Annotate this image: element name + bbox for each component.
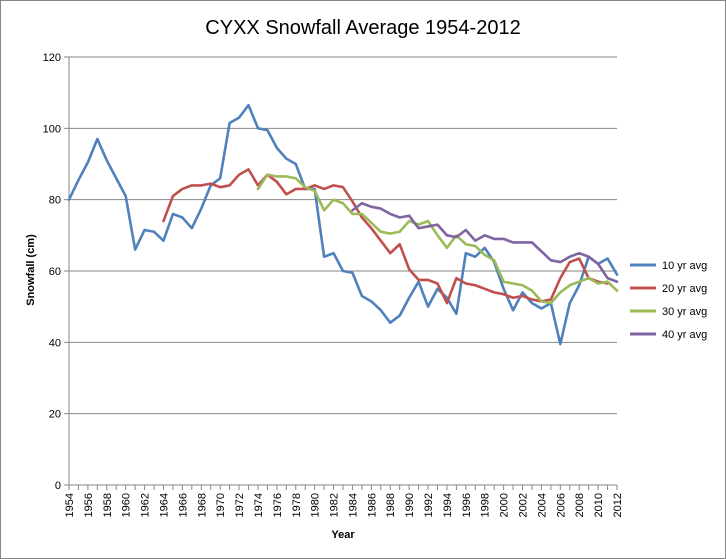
- x-tick-label: 1992: [423, 493, 435, 517]
- series-line-20-yr-avg: [162, 168, 609, 305]
- y-tick-label: 100: [43, 123, 61, 135]
- x-tick-label: 1956: [83, 493, 95, 517]
- x-tick-label: 2010: [593, 493, 605, 517]
- x-tick-label: 1964: [158, 493, 170, 517]
- x-tick-label: 1996: [461, 493, 473, 517]
- y-tick-label: 60: [49, 266, 61, 278]
- x-tick-label: 1968: [196, 493, 208, 517]
- x-tick-label: 1970: [215, 493, 227, 517]
- x-tick-label: 1986: [366, 493, 378, 517]
- legend: 10 yr avg 20 yr avg 30 yr avg 40 yr avg: [630, 260, 707, 341]
- x-tick-label: 1960: [121, 493, 133, 517]
- y-tick-label: 80: [49, 195, 61, 207]
- x-tick-label: 1976: [272, 493, 284, 517]
- legend-label: 30 yr avg: [662, 306, 707, 318]
- x-tick-label: 1972: [234, 493, 246, 517]
- x-tick-label: 1988: [385, 493, 397, 517]
- y-tick-label: 120: [43, 52, 61, 64]
- x-tick-label: 1958: [102, 493, 114, 517]
- y-tick-label: 20: [49, 409, 61, 421]
- x-tick-label: 2000: [499, 493, 511, 517]
- x-tick-label: 2002: [518, 493, 530, 517]
- x-tick-label: 1984: [347, 493, 359, 517]
- x-tick-label: 1994: [442, 493, 454, 517]
- y-axis-ticks: 0 20 40 60 80 100 120: [43, 52, 69, 492]
- x-tick-label: 2012: [612, 493, 624, 517]
- x-tick-label: 1982: [329, 493, 341, 517]
- y-tick-label: 0: [55, 480, 61, 492]
- series-lines: [67, 103, 619, 346]
- series-line-40-yr-avg: [351, 201, 619, 284]
- y-tick-label: 40: [49, 337, 61, 349]
- x-tick-label: 2004: [536, 493, 548, 517]
- x-tick-label: 1966: [177, 493, 189, 517]
- legend-label: 10 yr avg: [662, 260, 707, 272]
- x-tick-label: 1974: [253, 493, 265, 517]
- legend-label: 40 yr avg: [662, 329, 707, 341]
- x-tick-label: 1954: [64, 493, 76, 517]
- x-axis-label: Year: [331, 529, 355, 541]
- x-tick-label: 1980: [310, 493, 322, 517]
- legend-label: 20 yr avg: [662, 283, 707, 295]
- x-axis-ticks: 1954 1956 1958 1960 1962 1964 1966 1968 1970 1972…: [64, 485, 624, 517]
- x-tick-label: 1998: [480, 493, 492, 517]
- series-line-30-yr-avg: [256, 173, 619, 305]
- x-tick-label: 1962: [140, 493, 152, 517]
- x-tick-label: 2008: [574, 493, 586, 517]
- x-tick-label: 2006: [555, 493, 567, 517]
- gridlines: [69, 56, 617, 415]
- y-axis-label: Snowfall (cm): [25, 234, 37, 306]
- x-tick-label: 1978: [291, 493, 303, 517]
- x-tick-label: 1990: [404, 493, 416, 517]
- chart-title: CYXX Snowfall Average 1954-2012: [205, 17, 520, 39]
- series-line-10-yr-avg: [67, 103, 619, 346]
